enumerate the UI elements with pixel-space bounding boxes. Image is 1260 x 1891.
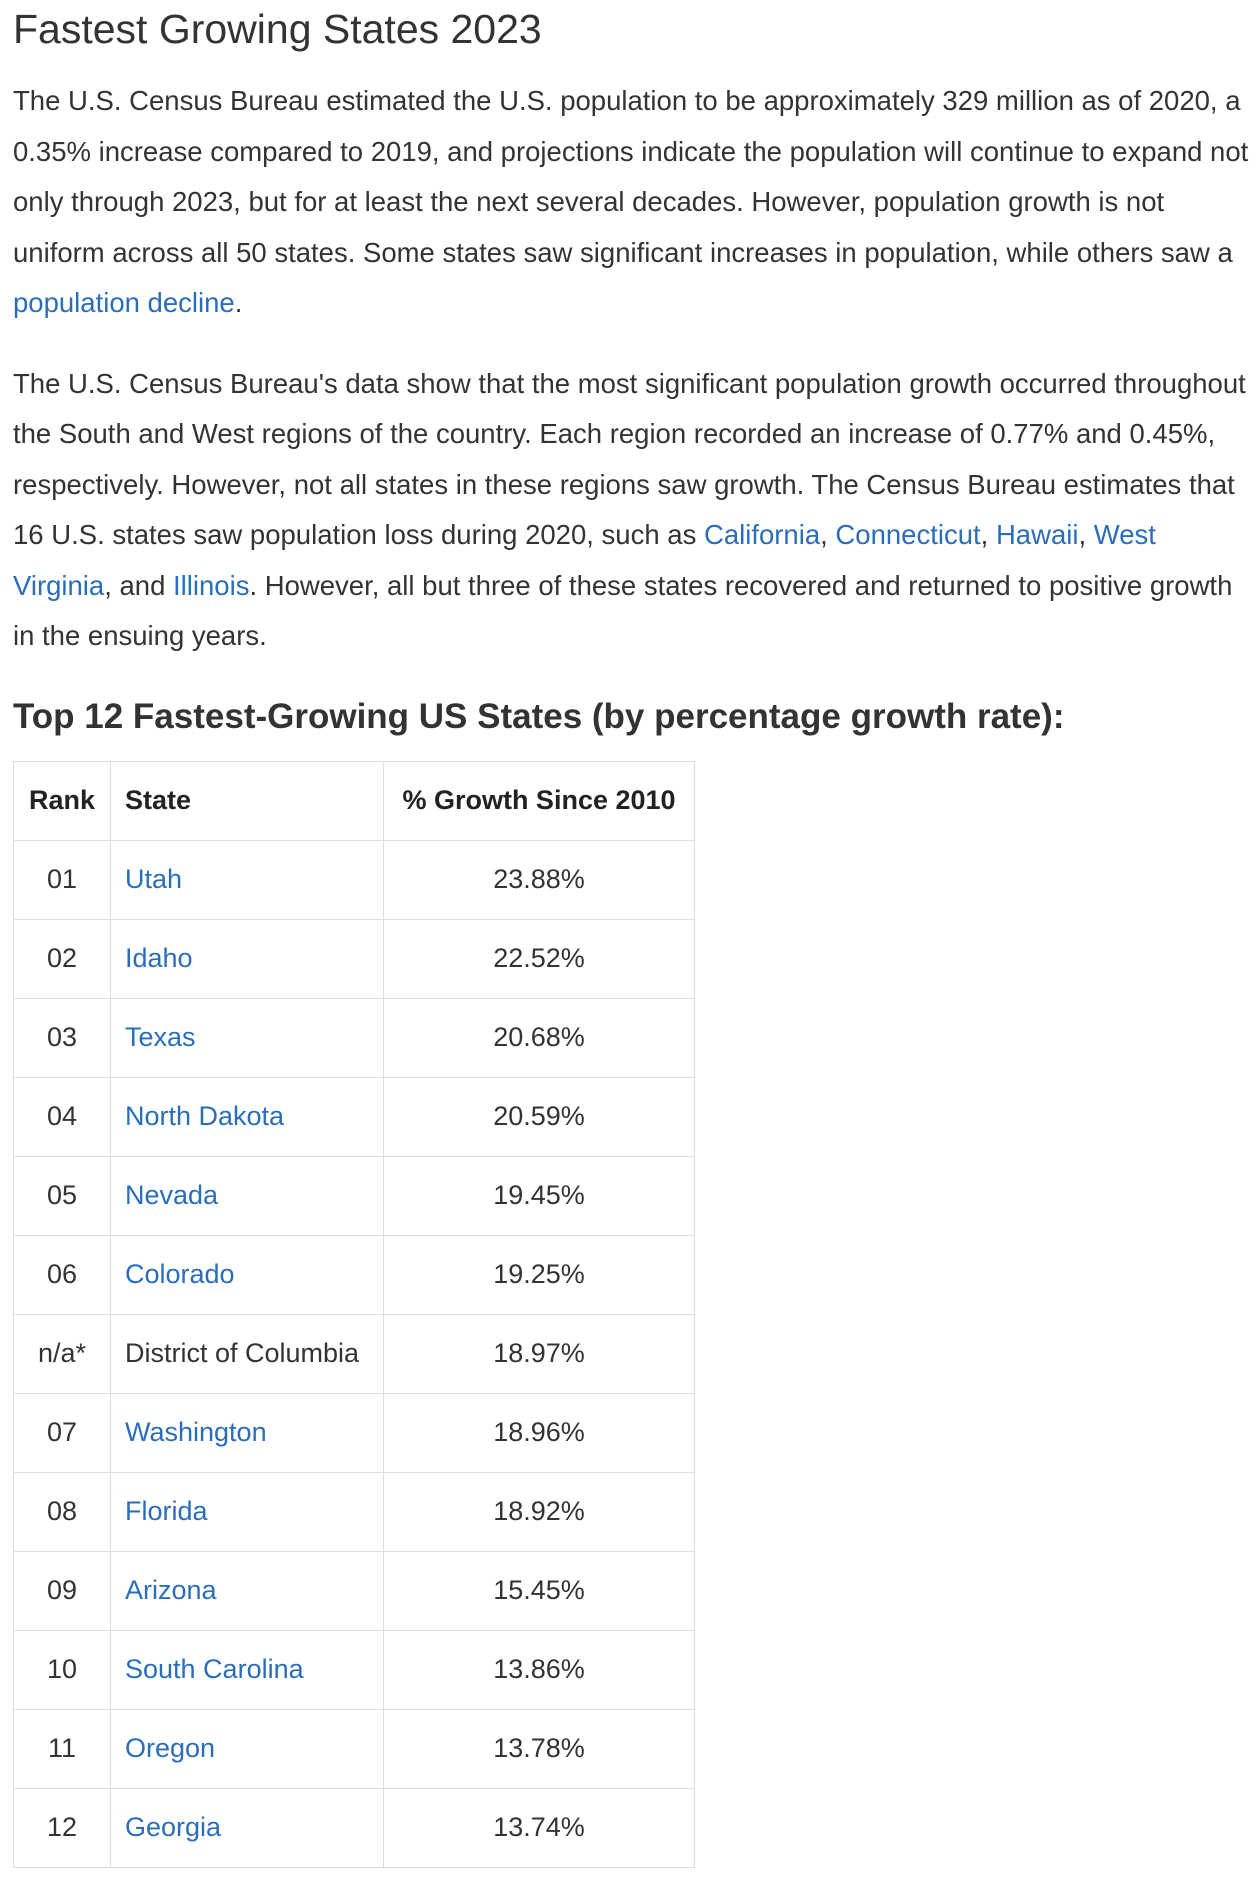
table-row: 02 Idaho 22.52% xyxy=(13,918,695,999)
table-row: 04 North Dakota 20.59% xyxy=(13,1076,695,1157)
hawaii-link[interactable]: Hawaii xyxy=(995,519,1079,550)
state-cell: District of Columbia xyxy=(110,1313,384,1394)
state-link[interactable]: Florida xyxy=(125,1496,208,1526)
state-cell: Oregon xyxy=(110,1708,384,1789)
separator-text: , xyxy=(1078,519,1094,550)
state-cell: Texas xyxy=(110,997,384,1078)
intro-paragraph: The U.S. Census Bureau estimated the U.S… xyxy=(13,76,1253,329)
separator-text: , xyxy=(820,519,836,550)
state-link[interactable]: Utah xyxy=(125,864,183,894)
rank-cell: 08 xyxy=(13,1471,111,1552)
regions-paragraph: The U.S. Census Bureau's data show that … xyxy=(13,359,1253,662)
rank-cell: 09 xyxy=(13,1550,111,1631)
state-cell: Georgia xyxy=(110,1787,384,1868)
rank-cell: 10 xyxy=(13,1629,111,1710)
rank-cell: 02 xyxy=(13,918,111,999)
state-link[interactable]: Texas xyxy=(125,1022,196,1052)
growth-cell: 18.92% xyxy=(383,1471,695,1552)
table-row: 07 Washington 18.96% xyxy=(13,1392,695,1473)
table-row: 10 South Carolina 13.86% xyxy=(13,1629,695,1710)
table-row: 08 Florida 18.92% xyxy=(13,1471,695,1552)
state-name: District of Columbia xyxy=(125,1338,360,1368)
growth-cell: 18.97% xyxy=(383,1313,695,1394)
table-row: 12 Georgia 13.74% xyxy=(13,1787,695,1868)
rank-cell: 03 xyxy=(13,997,111,1078)
separator-text: , xyxy=(980,519,996,550)
state-column-header: State xyxy=(110,760,384,841)
table-row: 06 Colorado 19.25% xyxy=(13,1234,695,1315)
state-link[interactable]: Colorado xyxy=(125,1259,235,1289)
growth-cell: 13.78% xyxy=(383,1708,695,1789)
illinois-link[interactable]: Illinois xyxy=(173,569,250,601)
state-cell: North Dakota xyxy=(110,1076,384,1157)
growth-cell: 19.45% xyxy=(383,1155,695,1236)
growth-cell: 13.86% xyxy=(383,1629,695,1710)
state-link[interactable]: Idaho xyxy=(125,943,193,973)
state-link[interactable]: Washington xyxy=(125,1417,267,1447)
state-link[interactable]: Arizona xyxy=(125,1575,217,1605)
paragraph-text: The U.S. Census Bureau estimated the U.S… xyxy=(13,85,1249,268)
rank-cell: 11 xyxy=(13,1708,111,1789)
table-row: 03 Texas 20.68% xyxy=(13,997,695,1078)
growth-cell: 20.59% xyxy=(383,1076,695,1157)
state-cell: Colorado xyxy=(110,1234,384,1315)
table-row: n/a* District of Columbia 18.97% xyxy=(13,1313,695,1394)
state-link[interactable]: Georgia xyxy=(125,1812,222,1842)
state-cell: South Carolina xyxy=(110,1629,384,1710)
paragraph-text: The U.S. Census Bureau's data show that … xyxy=(13,367,1246,551)
rank-cell: n/a* xyxy=(13,1313,111,1394)
growth-table: Rank State % Growth Since 2010 01 Utah 23.… xyxy=(13,760,695,1868)
rank-cell: 01 xyxy=(13,839,111,920)
table-row: 09 Arizona 15.45% xyxy=(13,1550,695,1631)
state-cell: Washington xyxy=(110,1392,384,1473)
state-cell: Idaho xyxy=(110,918,384,999)
table-body: 01 Utah 23.88% 02 Idaho 22.52% 03 Texas 20.68% 04… xyxy=(13,839,695,1868)
west-virginia-link[interactable]: West Virginia xyxy=(13,519,1156,601)
state-link[interactable]: North Dakota xyxy=(125,1101,285,1131)
connecticut-link[interactable]: Connecticut xyxy=(835,519,981,550)
rank-cell: 12 xyxy=(13,1787,111,1868)
state-cell: Utah xyxy=(110,839,384,920)
rank-cell: 07 xyxy=(13,1392,111,1473)
state-link[interactable]: Oregon xyxy=(125,1733,216,1763)
growth-cell: 13.74% xyxy=(383,1787,695,1868)
growth-cell: 18.96% xyxy=(383,1392,695,1473)
table-header-row: Rank State % Growth Since 2010 xyxy=(13,760,695,841)
rank-cell: 05 xyxy=(13,1155,111,1236)
rank-column-header: Rank xyxy=(13,760,111,841)
table-row: 11 Oregon 13.78% xyxy=(13,1708,695,1789)
growth-column-header: % Growth Since 2010 xyxy=(383,760,695,841)
table-row: 01 Utah 23.88% xyxy=(13,839,695,920)
section-heading: Top 12 Fastest-Growing US States (by per… xyxy=(13,696,1065,736)
rank-cell: 06 xyxy=(13,1234,111,1315)
state-link[interactable]: South Carolina xyxy=(125,1654,304,1684)
growth-cell: 15.45% xyxy=(383,1550,695,1631)
paragraph-text: . xyxy=(234,287,243,318)
paragraph-text: . However, all but three of these states… xyxy=(13,569,1233,652)
state-cell: Florida xyxy=(110,1471,384,1552)
california-link[interactable]: California xyxy=(703,519,821,550)
state-cell: Nevada xyxy=(110,1155,384,1236)
growth-cell: 23.88% xyxy=(383,839,695,920)
growth-cell: 20.68% xyxy=(383,997,695,1078)
rank-cell: 04 xyxy=(13,1076,111,1157)
separator-text: , and xyxy=(104,569,174,601)
page-title: Fastest Growing States 2023 xyxy=(13,6,542,52)
growth-cell: 22.52% xyxy=(383,918,695,999)
state-cell: Arizona xyxy=(110,1550,384,1631)
table-row: 05 Nevada 19.45% xyxy=(13,1155,695,1236)
population-decline-link[interactable]: population decline xyxy=(13,287,235,318)
growth-cell: 19.25% xyxy=(383,1234,695,1315)
state-link[interactable]: Nevada xyxy=(125,1180,219,1210)
